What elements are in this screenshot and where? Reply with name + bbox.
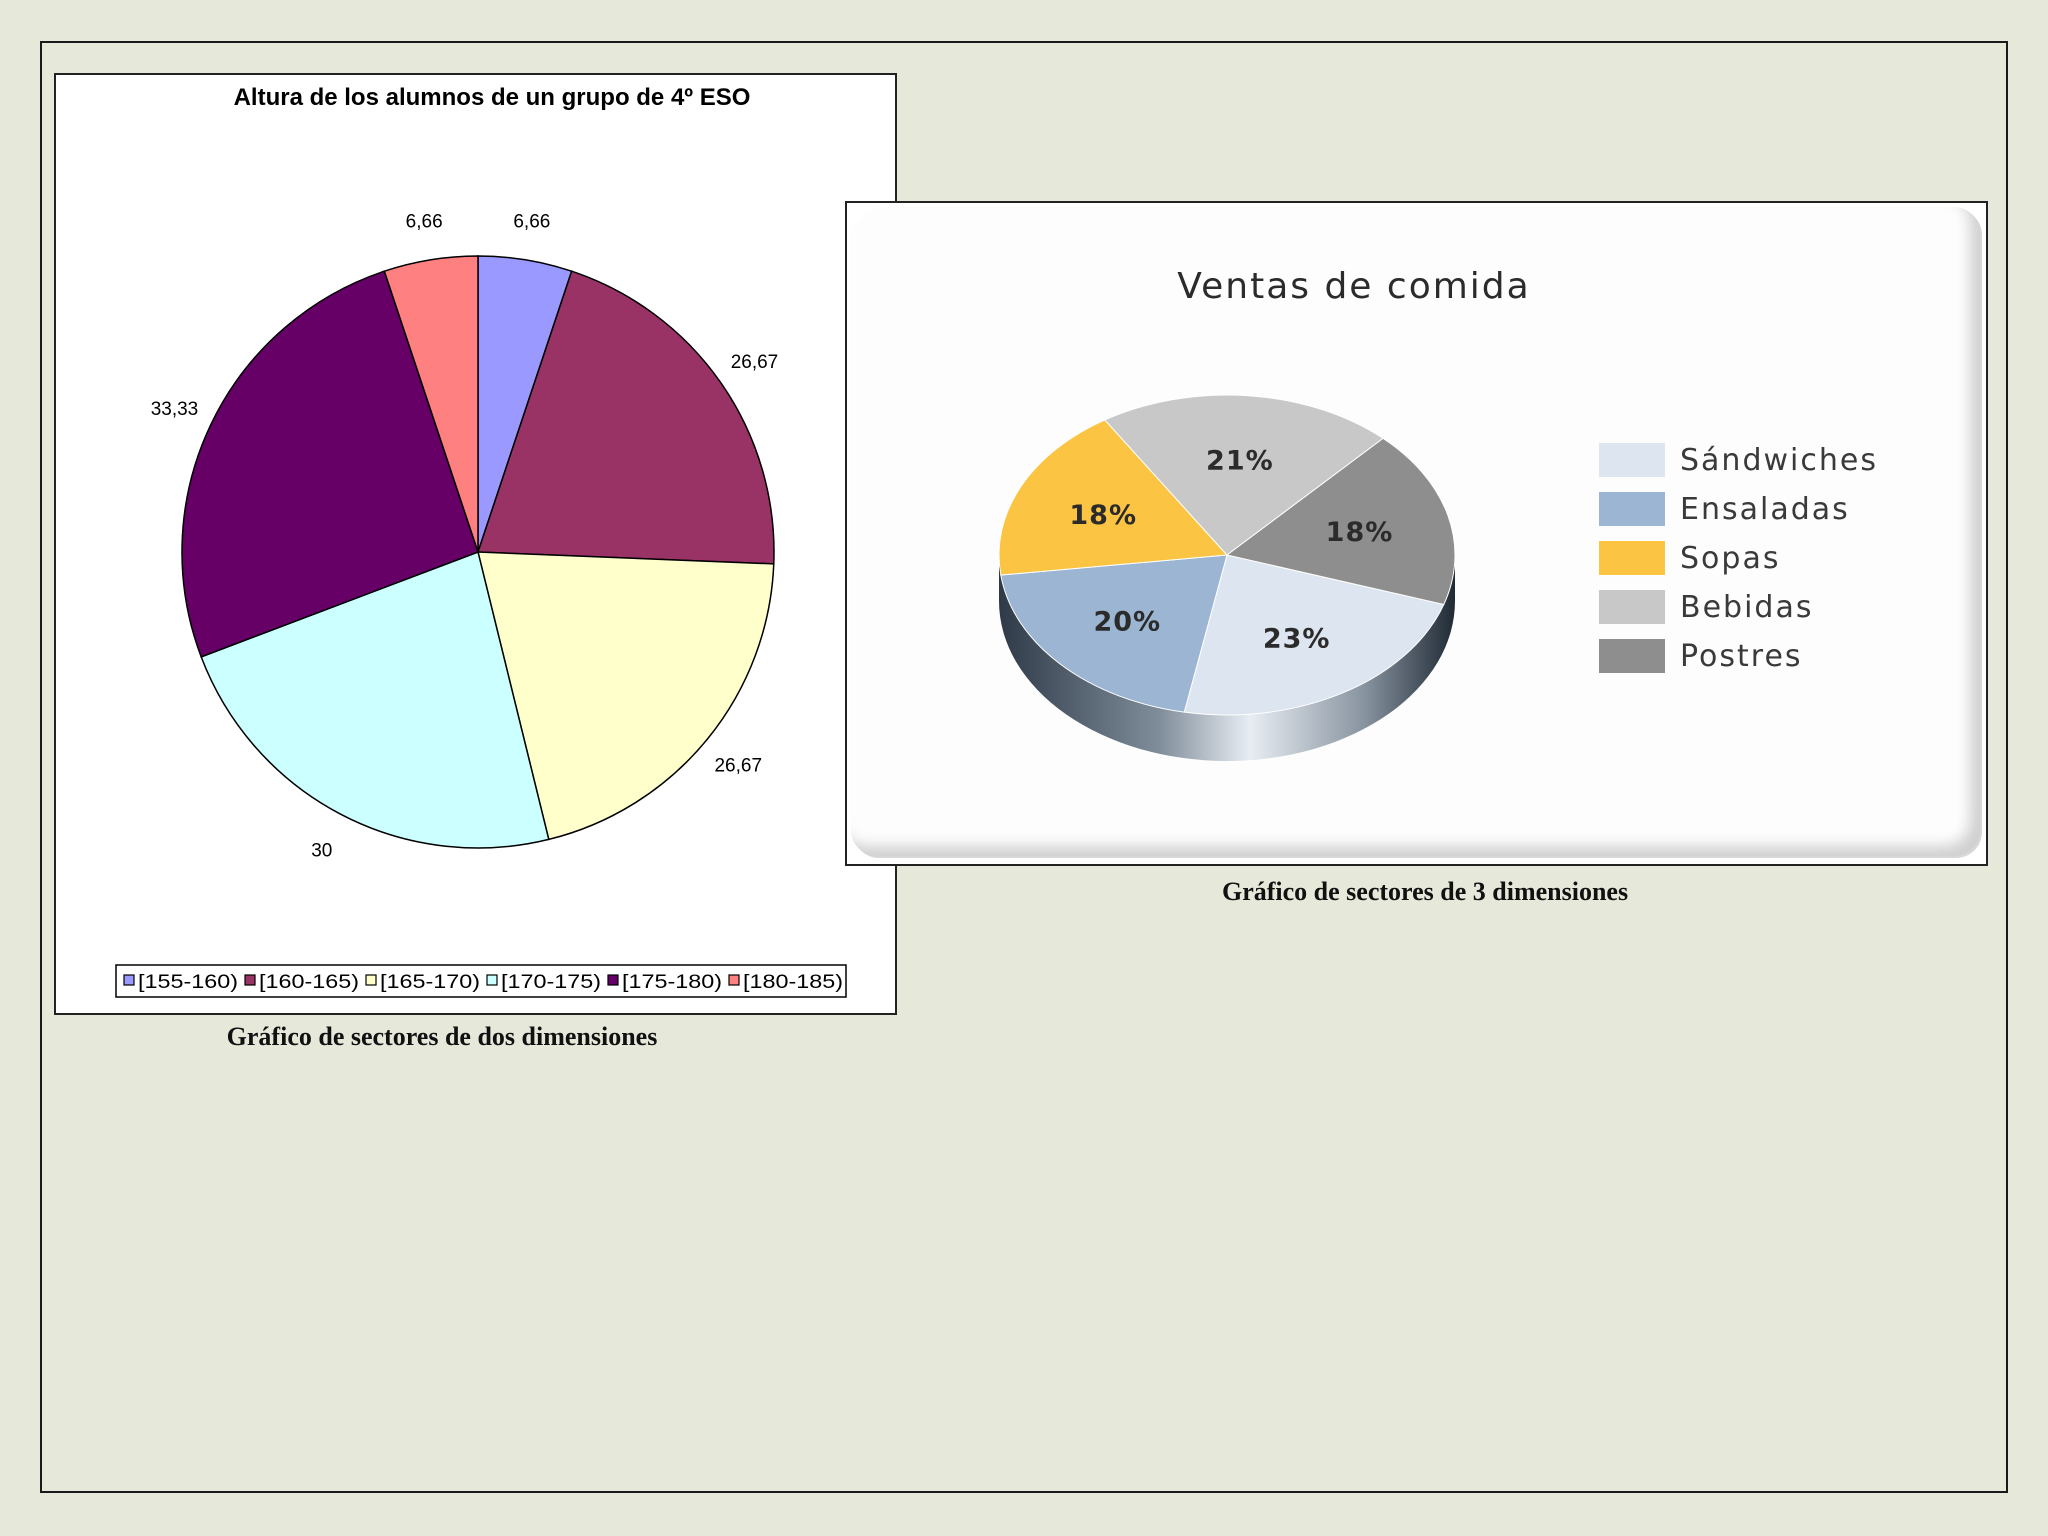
pie-slice-180-185 (383, 255, 479, 553)
pie-3d-side-wall (999, 555, 1455, 761)
chart-3d-slices (998, 394, 1456, 761)
chart-2d-svg: Altura de los alumnos de un grupo de 4º … (115, 84, 847, 998)
data-label: 6,66 (513, 211, 550, 232)
chart-3d-legend: Sándwiches Ensaladas Sopas Bebidas Postres (1599, 443, 1878, 674)
legend-label: [155-160) (138, 972, 238, 993)
data-label: 18% (1069, 500, 1137, 531)
data-label: 26,67 (714, 756, 762, 777)
chart-2d-data-labels: 6,66 26,67 26,67 30 33,33 6,66 (151, 211, 779, 861)
legend-swatch (728, 974, 740, 986)
legend-label: [180-185) (743, 972, 843, 993)
legend-swatch (1599, 492, 1665, 526)
legend-label: [175-180) (622, 972, 722, 993)
legend-swatch (365, 974, 377, 986)
pie-slice-postres (1225, 437, 1456, 606)
data-label: 20% (1093, 607, 1161, 638)
pie-slice-ensaladas (1000, 554, 1228, 713)
chart-3d-svg: Ventas de comida 23% 20% 18% 21% 18% Sándwic… (998, 266, 1878, 761)
legend-label: [170-175) (501, 972, 601, 993)
chart-2d-legend: [155-160) [160-165) [165-170) [170-175) [175… (115, 964, 847, 998)
data-label: 23% (1263, 624, 1331, 655)
data-label: 26,67 (731, 352, 779, 373)
legend-label: Postres (1680, 639, 1803, 674)
pie-slice-170-175 (200, 550, 550, 849)
legend-swatch (486, 974, 498, 986)
legend-swatch (1599, 443, 1665, 477)
legend-label: [160-165) (259, 972, 359, 993)
chart-3d-title: Ventas de comida (1177, 266, 1530, 307)
data-label: 18% (1326, 517, 1394, 548)
legend-label: Sándwiches (1680, 443, 1878, 478)
data-label: 6,66 (406, 211, 443, 232)
data-label: 33,33 (151, 399, 199, 420)
pie-slice-sandwiches (1183, 554, 1445, 716)
pie-slice-sopas (998, 419, 1229, 576)
chart-2d-slices (181, 255, 775, 849)
pie-slice-175-180 (181, 270, 479, 658)
legend-swatch (1599, 590, 1665, 624)
legend-swatch (244, 974, 256, 986)
legend-swatch (123, 974, 135, 986)
legend-label: Bebidas (1680, 590, 1813, 625)
pie-slice-bebidas (1103, 394, 1384, 556)
legend-swatch (1599, 639, 1665, 673)
data-label: 21% (1206, 445, 1274, 476)
legend-swatch (1599, 541, 1665, 575)
slide-frame (40, 41, 2008, 1493)
legend-label: Sopas (1680, 541, 1780, 576)
legend-label: [165-170) (380, 972, 480, 993)
data-label: 30 (311, 840, 332, 861)
chart-3d-panel: Ventas de comida 23% 20% 18% 21% 18% Sándwic… (845, 201, 1988, 866)
legend-label: Ensaladas (1680, 492, 1850, 527)
chart-3d-data-labels: 23% 20% 18% 21% 18% (1069, 445, 1394, 655)
legend-box (115, 964, 847, 998)
chart-2d-caption: Gráfico de sectores de dos dimensiones (226, 1022, 658, 1051)
chart-2d-title: Altura de los alumnos de un grupo de 4º … (234, 84, 751, 111)
chart-2d-panel: Altura de los alumnos de un grupo de 4º … (54, 73, 897, 1015)
chart-3d-caption: Gráfico de sectores de 3 dimensiones (1222, 877, 1629, 906)
pie-slice-165-170 (477, 551, 775, 841)
pie-slice-160-165 (476, 270, 775, 565)
legend-swatch (607, 974, 619, 986)
